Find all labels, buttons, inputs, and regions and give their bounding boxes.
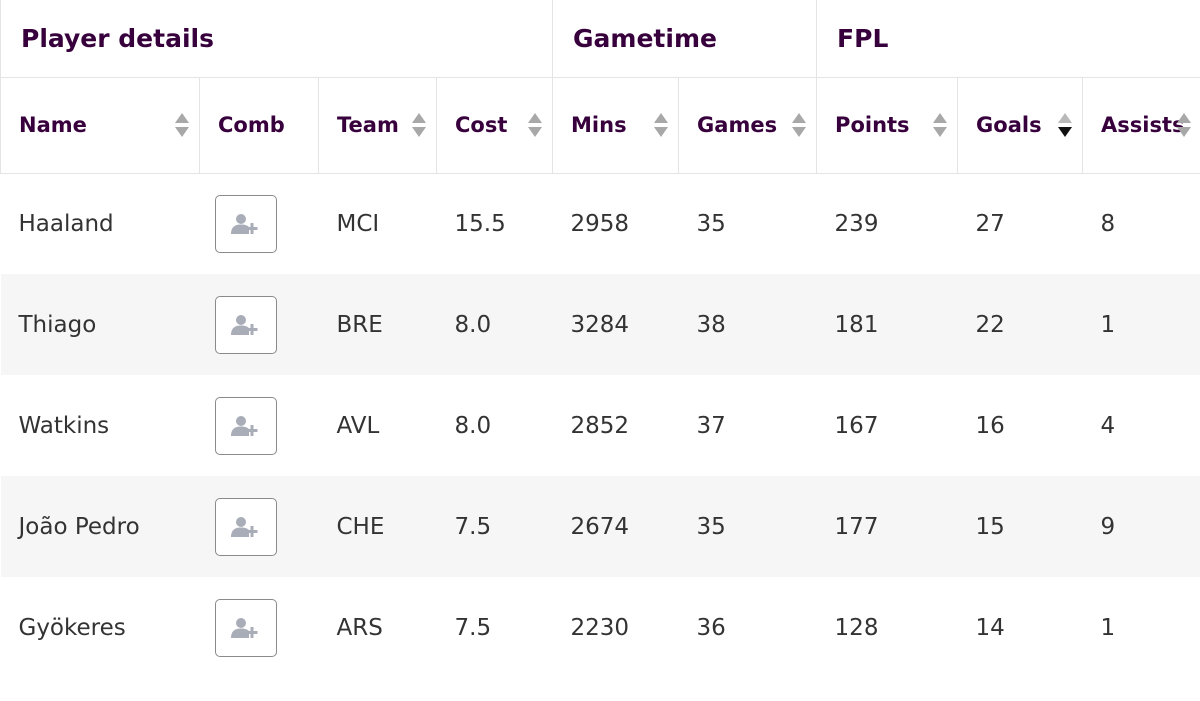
sort-icon[interactable] bbox=[175, 113, 189, 137]
cell-cost: 7.5 bbox=[436, 476, 553, 577]
cell-team: BRE bbox=[318, 274, 437, 375]
column-header-comb: Comb bbox=[199, 77, 319, 174]
table-row: Thiago BRE 8.0 3284 38 181 22 1 bbox=[0, 274, 1200, 375]
cell-name[interactable]: Haaland bbox=[18, 210, 114, 237]
cell-mins: 3284 bbox=[552, 274, 679, 375]
cell-team: MCI bbox=[336, 210, 380, 237]
add-user-icon bbox=[230, 213, 257, 234]
cell-mins: 2958 bbox=[570, 210, 630, 237]
cell-games: 37 bbox=[696, 412, 726, 439]
cell-goals: 22 bbox=[957, 274, 1083, 375]
sort-icon[interactable] bbox=[1176, 113, 1191, 137]
column-header-mins[interactable]: Mins bbox=[552, 77, 679, 174]
table-row: Gyökeres ARS 7.5 2230 36 128 14 1 bbox=[1, 577, 1200, 678]
cell-goals: 15 bbox=[957, 476, 1083, 577]
player-stats-table: Player details Gametime FPL Name Comb Te… bbox=[0, 0, 1200, 678]
cell-goals: 16 bbox=[975, 412, 1005, 439]
group-header-row: Player details Gametime FPL bbox=[0, 0, 1200, 78]
cell-points: 128 bbox=[834, 614, 879, 641]
cell-cost: 7.5 bbox=[454, 614, 492, 641]
add-user-icon bbox=[230, 314, 257, 335]
cell-comb bbox=[199, 476, 319, 577]
column-label-comb: Comb bbox=[218, 113, 285, 137]
add-to-comparison-button[interactable] bbox=[214, 598, 277, 657]
cell-team: ARS bbox=[336, 614, 383, 641]
sort-icon[interactable] bbox=[654, 113, 669, 137]
cell-points: 181 bbox=[816, 274, 958, 375]
cell-assists: 1 bbox=[1082, 274, 1200, 375]
cell-points: 167 bbox=[834, 412, 879, 439]
table-row: Haaland MCI 15.5 2958 35 239 27 8 bbox=[1, 173, 1200, 274]
add-to-comparison-button[interactable] bbox=[214, 194, 277, 253]
column-header-name[interactable]: Name bbox=[0, 77, 200, 174]
sort-icon[interactable] bbox=[528, 113, 543, 137]
column-label-goals: Goals bbox=[976, 113, 1042, 137]
cell-comb bbox=[200, 375, 319, 476]
cell-assists: 4 bbox=[1100, 412, 1116, 439]
add-user-icon bbox=[230, 415, 257, 436]
cell-goals: 27 bbox=[975, 210, 1005, 237]
column-label-team: Team bbox=[337, 113, 399, 137]
column-header-points[interactable]: Points bbox=[816, 77, 958, 174]
cell-points: 177 bbox=[816, 476, 958, 577]
column-label-assists: Assists bbox=[1101, 113, 1185, 137]
group-player-details: Player details bbox=[0, 0, 553, 78]
group-gametime: Gametime bbox=[552, 0, 817, 78]
add-to-comparison-button[interactable] bbox=[214, 497, 277, 556]
column-header-assists[interactable]: Assists bbox=[1082, 77, 1200, 174]
cell-games: 36 bbox=[696, 614, 726, 641]
column-header-games[interactable]: Games bbox=[678, 77, 817, 174]
add-to-comparison-button[interactable] bbox=[214, 295, 277, 354]
add-user-icon bbox=[230, 516, 257, 537]
cell-assists: 1 bbox=[1100, 614, 1116, 641]
column-label-games: Games bbox=[697, 113, 778, 137]
cell-cost: 8.0 bbox=[436, 274, 553, 375]
sort-icon[interactable] bbox=[792, 113, 807, 137]
cell-name[interactable]: Thiago bbox=[0, 274, 200, 375]
column-header-cost[interactable]: Cost bbox=[435, 77, 553, 174]
cell-name[interactable]: Gyökeres bbox=[18, 614, 126, 641]
cell-goals: 14 bbox=[975, 614, 1005, 641]
cell-comb bbox=[199, 274, 319, 375]
cell-games: 38 bbox=[678, 274, 817, 375]
column-header-row: Name Comb Team Cost Mins bbox=[0, 77, 1200, 174]
cell-team: CHE bbox=[318, 476, 437, 577]
sort-icon[interactable] bbox=[412, 113, 426, 137]
cell-assists: 8 bbox=[1100, 210, 1116, 237]
column-header-goals[interactable]: Goals bbox=[957, 77, 1083, 174]
cell-name[interactable]: João Pedro bbox=[0, 476, 200, 577]
cell-name[interactable]: Watkins bbox=[18, 412, 110, 439]
sort-descending-icon[interactable] bbox=[1058, 113, 1073, 137]
cell-mins: 2674 bbox=[552, 476, 679, 577]
cell-mins: 2852 bbox=[570, 412, 630, 439]
cell-cost: 15.5 bbox=[454, 210, 506, 237]
cell-comb bbox=[200, 173, 319, 274]
column-header-team[interactable]: Team bbox=[318, 77, 437, 174]
table-row: João Pedro CHE 7.5 2674 35 177 15 9 bbox=[0, 476, 1200, 577]
cell-mins: 2230 bbox=[570, 614, 630, 641]
cell-cost: 8.0 bbox=[454, 412, 492, 439]
column-label-name: Name bbox=[19, 113, 87, 137]
add-to-comparison-button[interactable] bbox=[214, 396, 277, 455]
cell-comb bbox=[200, 577, 319, 678]
cell-games: 35 bbox=[678, 476, 817, 577]
column-label-mins: Mins bbox=[571, 113, 627, 137]
cell-points: 239 bbox=[834, 210, 879, 237]
table-row: Watkins AVL 8.0 2852 37 167 16 4 bbox=[1, 375, 1200, 476]
sort-icon[interactable] bbox=[933, 113, 948, 137]
cell-assists: 9 bbox=[1082, 476, 1200, 577]
add-user-icon bbox=[230, 617, 257, 638]
column-label-points: Points bbox=[835, 113, 910, 137]
column-label-cost: Cost bbox=[455, 113, 508, 137]
cell-games: 35 bbox=[696, 210, 726, 237]
cell-team: AVL bbox=[336, 412, 380, 439]
group-fpl: FPL bbox=[816, 0, 1200, 78]
table-body: Haaland MCI 15.5 2958 35 239 27 8 Thiago BRE 8.0 32… bbox=[0, 173, 1200, 678]
